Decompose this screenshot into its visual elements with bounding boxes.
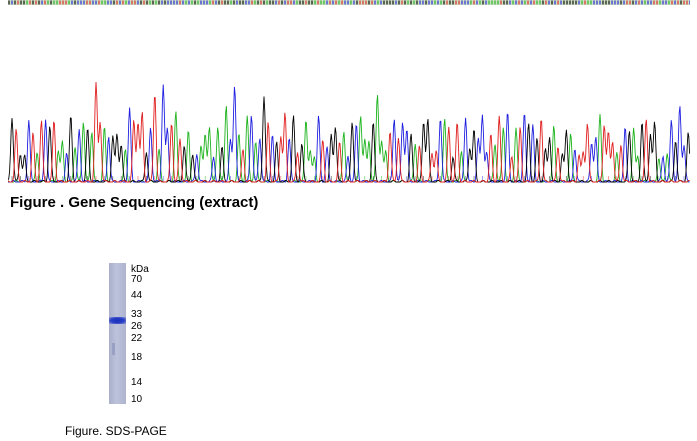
trace-t <box>8 81 690 183</box>
marker-label-33: 33 <box>131 309 143 320</box>
marker-label-14: 14 <box>131 377 143 388</box>
marker-label-10: 10 <box>131 394 143 405</box>
figure-caption-gene-sequencing: Figure . Gene Sequencing (extract) <box>10 194 259 211</box>
trace-a <box>8 95 690 183</box>
marker-label-26: 26 <box>131 321 143 332</box>
sequencing-chromatogram <box>8 81 690 183</box>
marker-label-44: 44 <box>131 290 143 301</box>
trace-g <box>8 96 690 183</box>
protein-band <box>109 317 126 324</box>
gel-smear <box>112 343 115 355</box>
figure-caption-sds-page: Figure. SDS-PAGE <box>65 424 167 438</box>
trace-c <box>8 84 690 183</box>
marker-label-70: 70 <box>131 274 143 285</box>
marker-label-22: 22 <box>131 333 143 344</box>
marker-label-18: 18 <box>131 352 143 363</box>
marker-unit-label: kDa <box>131 264 149 275</box>
base-call-sequence-strip <box>8 0 690 5</box>
sds-page-gel-lane <box>109 263 126 404</box>
